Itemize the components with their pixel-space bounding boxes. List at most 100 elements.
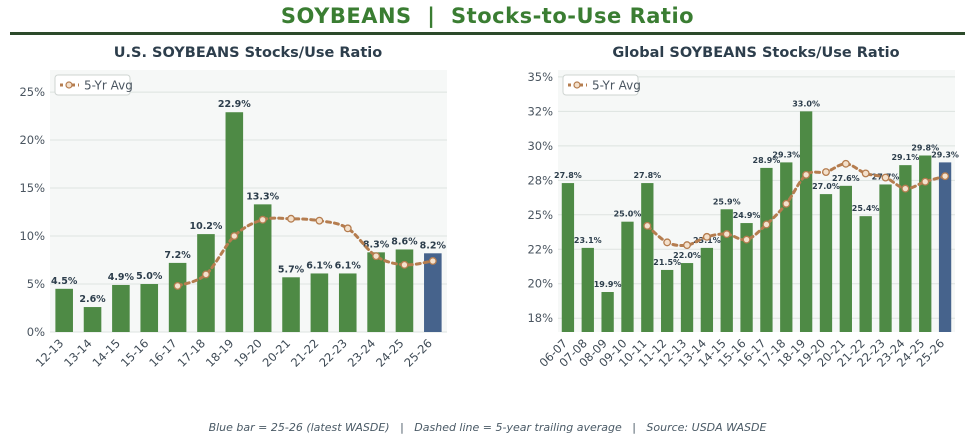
chart1-x-tick-label: 15-16	[118, 336, 152, 370]
chart2-data-label: 29.3%	[931, 150, 959, 159]
chart1-bar	[367, 252, 385, 332]
chart2-data-label: 25.9%	[713, 197, 741, 206]
chart2-legend-box	[562, 74, 639, 96]
chart1-avg-point	[173, 281, 182, 290]
chart2-data-label: 19.9%	[594, 280, 622, 289]
chart2-data-label: 25.0%	[614, 210, 642, 219]
footer-note: Blue bar = 25-26 (latest WASDE) | Dashed…	[208, 421, 767, 434]
chart1-x-tick-label: 12-13	[33, 336, 67, 370]
chart1-avg-point	[230, 232, 239, 240]
chart2-data-label: 27.6%	[832, 174, 860, 183]
chart1-bar	[310, 273, 329, 332]
chart1-avg-point	[315, 216, 324, 225]
chart1-x-tick-label: 22-23	[316, 336, 350, 370]
chart1-avg-point	[258, 215, 267, 224]
chart2-bar	[621, 221, 634, 332]
chart1-x-tick-label: 14-15	[89, 336, 123, 370]
chart2-bar	[819, 194, 833, 332]
chart2-data-label: 27.0%	[812, 182, 840, 191]
chart2-bar	[938, 162, 952, 332]
chart2-avg-point	[822, 168, 830, 176]
chart1-legend-box	[54, 74, 131, 96]
chart1-data-label: 4.5%	[51, 276, 78, 287]
chart2-avg-point	[702, 232, 711, 241]
chart1-avg-point	[287, 214, 295, 223]
chart2-avg-point	[683, 241, 691, 250]
chart1-y-tick-label: 15%	[19, 181, 45, 195]
chart1-data-label: 6.1%	[306, 260, 333, 271]
chart1-data-label: 22.9%	[218, 99, 251, 110]
chart2-legend-label: 5-Yr Avg	[592, 79, 641, 93]
chart2-bar	[641, 183, 654, 332]
chart1-x-tick-label: 21-22	[288, 336, 322, 370]
chart2-avg-point	[643, 221, 652, 230]
chart1-x-tick-label: 24-25	[373, 336, 407, 370]
chart2-bar	[760, 167, 773, 332]
chart2-data-label: 27.8%	[554, 171, 582, 180]
chart2-y-tick-label: 32%	[527, 104, 553, 118]
chart1-x-tick-label: 20-21	[260, 336, 294, 370]
chart1-bar	[197, 234, 215, 332]
chart2-bar	[839, 185, 852, 332]
chart1-title: U.S. SOYBEANS Stocks/Use Ratio	[114, 45, 382, 61]
chart2-data-label: 29.3%	[772, 150, 800, 159]
title-divider	[10, 32, 965, 35]
chart2-title: Global SOYBEANS Stocks/Use Ratio	[612, 45, 899, 61]
chart2-avg-point	[722, 230, 731, 239]
chart2-data-label: 23.1%	[574, 236, 602, 245]
chart1-x-tick-label: 25-26	[401, 336, 435, 370]
chart1-data-label: 8.2%	[420, 240, 447, 251]
chart2-avg-point	[663, 238, 672, 247]
chart1-bar	[338, 273, 357, 332]
chart2-avg-point	[802, 170, 811, 179]
chart2-data-label: 29.1%	[891, 153, 919, 162]
chart1-bar	[225, 112, 244, 332]
chart1-bar	[83, 307, 102, 332]
chart2-avg-point	[861, 169, 870, 178]
chart2-bar	[799, 111, 813, 332]
chart2-avg-point	[762, 220, 771, 229]
chart2-avg-point	[841, 159, 850, 168]
chart2-y-tick-label: 28%	[527, 173, 553, 187]
chart2-y-tick-label: 22%	[527, 242, 553, 256]
chart1-x-tick-label: 18-19	[203, 336, 237, 370]
chart2-data-label: 24.9%	[733, 211, 761, 220]
chart1-bar	[395, 249, 414, 332]
chart1-bar	[282, 277, 300, 332]
chart2-data-label: 22.0%	[673, 251, 701, 260]
chart1-bar	[55, 288, 73, 332]
chart2-data-label: 25.4%	[852, 204, 880, 213]
chart2-bar	[859, 216, 872, 332]
chart1-legend-swatch-marker	[65, 81, 73, 89]
chart2-avg-point	[742, 235, 751, 244]
chart2-bar	[899, 165, 912, 332]
chart1-avg-point	[372, 252, 381, 261]
chart1-avg-point	[202, 270, 210, 279]
chart2-bar	[780, 162, 793, 332]
chart2-data-label: 21.5%	[653, 258, 681, 267]
chart2-data-label: 33.0%	[792, 99, 820, 108]
chart1-y-tick-label: 10%	[19, 229, 45, 243]
chart2-bar	[919, 155, 932, 332]
chart1-bar	[112, 284, 130, 332]
chart2-bar	[601, 292, 614, 332]
chart1-data-label: 8.3%	[363, 239, 390, 250]
chart2-avg-line	[645, 162, 947, 248]
chart1-x-tick-label: 23-24	[345, 336, 379, 370]
chart1-x-tick-label: 19-20	[231, 336, 265, 370]
chart2-bar	[740, 223, 753, 332]
chart2-avg-point	[782, 199, 791, 208]
chart2-bar	[561, 183, 575, 332]
chart2-y-tick-label: 18%	[527, 311, 553, 325]
chart1-x-tick-label: 16-17	[146, 336, 180, 370]
chart2-y-tick-label: 20%	[527, 277, 553, 291]
chart1-avg-line	[176, 216, 435, 288]
chart2-data-label: 29.8%	[911, 143, 939, 152]
chart2-bar	[581, 247, 594, 332]
chart2-bar	[680, 263, 694, 332]
chart1-bar	[140, 284, 159, 332]
chart1-data-label: 7.2%	[164, 250, 191, 261]
chart2-avg-point	[901, 184, 910, 193]
page-title: SOYBEANS | Stocks-to-Use Ratio	[280, 4, 695, 28]
